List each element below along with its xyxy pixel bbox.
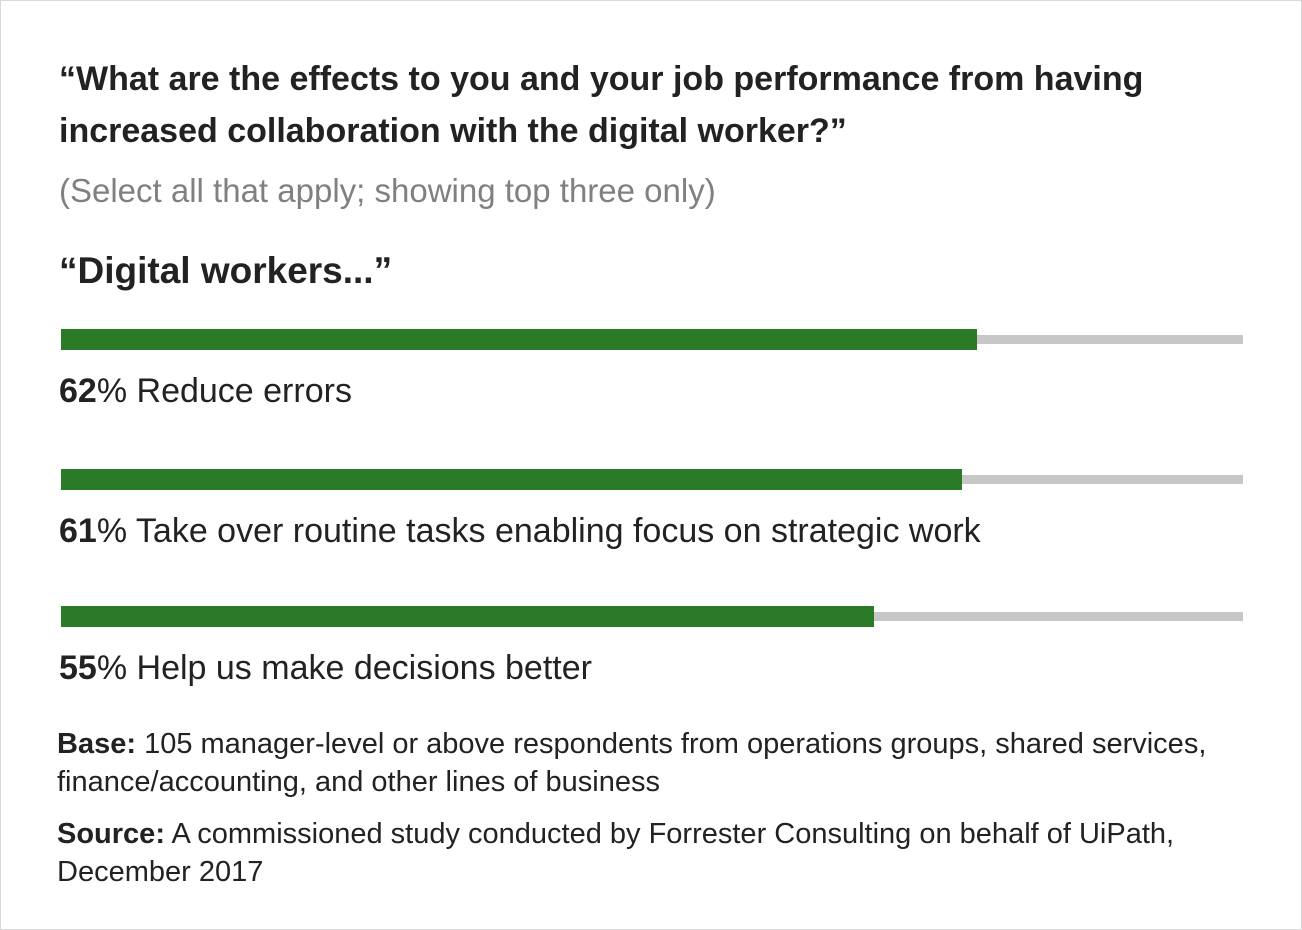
bar-unit: % (96, 372, 128, 410)
base-text: 105 manager-level or above respondents f… (57, 728, 1207, 798)
chart-question: “What are the effects to you and your jo… (59, 60, 1144, 150)
bar-unit: % (96, 512, 128, 550)
bar-help-make-decisions (61, 606, 874, 627)
bar-category-label: Help us make decisions better (136, 649, 592, 687)
bar-reduce-errors (61, 329, 977, 350)
chart-title: “Digital workers...” (59, 250, 393, 291)
bar-value-label: 55 (59, 649, 97, 687)
bar-take-over-routine-tasks (61, 469, 962, 490)
source-text: A commissioned study conducted by Forres… (57, 818, 1175, 888)
source-note: Source: A commissioned study conducted b… (57, 815, 1257, 891)
bar-unit: % (96, 649, 128, 687)
bar-label: 62% Reduce errors (59, 369, 352, 413)
source-key: Source: (57, 818, 165, 850)
bar-label: 55% Help us make decisions better (59, 646, 592, 690)
bar-label: 61% Take over routine tasks enabling foc… (59, 509, 981, 553)
bar-category-label: Reduce errors (136, 372, 352, 410)
base-key: Base: (57, 728, 136, 760)
bar-value-label: 62 (59, 372, 97, 410)
bar-value-label: 61 (59, 512, 97, 550)
bar-category-label: Take over routine tasks enabling focus o… (135, 512, 981, 550)
base-note: Base: 105 manager-level or above respond… (57, 725, 1257, 801)
chart-subtitle: (Select all that apply; showing top thre… (59, 172, 716, 209)
